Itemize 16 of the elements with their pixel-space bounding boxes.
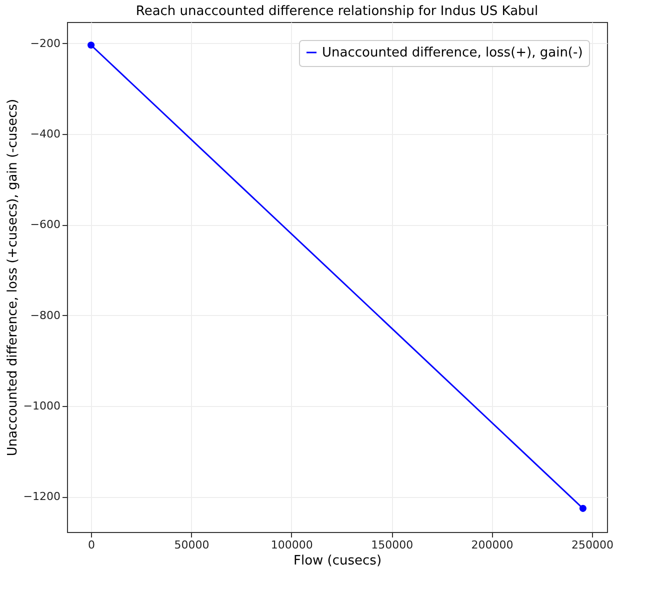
y-tick-label: −800 [30, 308, 60, 322]
x-tick-label: 150000 [371, 538, 414, 552]
y-tick-label: −1200 [23, 490, 60, 504]
x-tick-label: 50000 [174, 538, 210, 552]
legend-label: Unaccounted difference, loss(+), gain(-) [322, 46, 583, 60]
y-tick-label: −200 [30, 36, 60, 50]
x-tick-label: 250000 [571, 538, 614, 552]
chart-title: Reach unaccounted difference relationship for Indus US Kabul [136, 4, 538, 19]
x-tick-label: 200000 [471, 538, 514, 552]
y-axis-title: Unaccounted difference, loss (+cusecs), gain (-cusecs) [5, 98, 20, 456]
x-tick-label: 100000 [270, 538, 313, 552]
x-tick-label: 0 [88, 538, 96, 552]
y-tick-label: −1000 [23, 399, 60, 412]
x-axis-title: Flow (cusecs) [293, 554, 382, 568]
y-tick-label: −400 [30, 127, 60, 140]
y-tick-label: −600 [30, 218, 60, 232]
